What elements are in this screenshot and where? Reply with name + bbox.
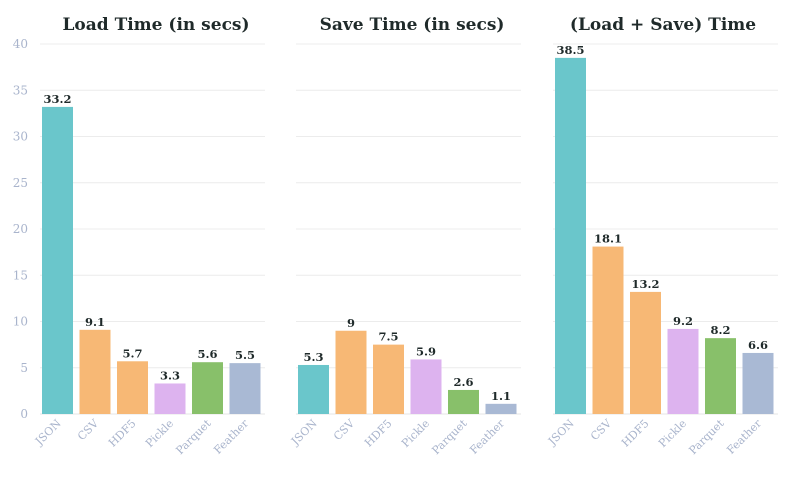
bar-parquet <box>448 389 479 414</box>
category-label-parquet: Parquet <box>686 417 727 458</box>
bar-json <box>298 364 329 414</box>
value-label-json: 33.2 <box>43 92 71 106</box>
category-label-feather: Feather <box>211 416 251 456</box>
bar-feather <box>742 352 774 414</box>
value-label-parquet: 2.6 <box>453 375 473 389</box>
bar-hdf5 <box>630 291 661 414</box>
panel-1: 0 5 10 15 20 25 30 35 40 Load Time (in secs) 33.2 J… <box>13 15 265 457</box>
bar-pickle <box>154 383 186 414</box>
value-label-json: 38.5 <box>556 43 584 57</box>
category-label-pickle: Pickle <box>143 417 176 450</box>
bar-json <box>555 57 586 414</box>
value-label-csv: 9.1 <box>85 315 105 329</box>
value-label-pickle: 3.3 <box>160 368 180 382</box>
category-label-parquet: Parquet <box>173 417 214 458</box>
category-label-json: JSON <box>288 417 320 449</box>
value-label-json: 5.3 <box>303 350 323 364</box>
category-label-pickle: Pickle <box>399 417 432 450</box>
value-label-parquet: 5.6 <box>197 347 217 361</box>
panel-title: (Load + Save) Time <box>570 15 756 35</box>
value-label-feather: 6.6 <box>748 338 768 352</box>
value-label-hdf5: 13.2 <box>631 277 659 291</box>
category-label-feather: Feather <box>467 416 507 456</box>
category-label-hdf5: HDF5 <box>619 417 652 450</box>
category-label-csv: CSV <box>75 416 102 443</box>
y-tick-label-25: 25 <box>13 176 28 190</box>
panel-2: Save Time (in secs) 5.3 JSON 9 CSV 7.5 HDF5 5.9… <box>288 15 521 457</box>
y-tick-label-40: 40 <box>13 37 28 51</box>
value-label-csv: 18.1 <box>594 232 622 246</box>
y-tick-label-5: 5 <box>20 361 28 375</box>
y-tick-label-30: 30 <box>13 130 28 144</box>
category-label-parquet: Parquet <box>429 417 470 458</box>
bar-hdf5 <box>373 344 404 414</box>
bar-csv <box>592 246 624 414</box>
bar-feather <box>485 403 517 414</box>
value-label-pickle: 9.2 <box>673 314 693 328</box>
value-label-csv: 9 <box>347 316 355 330</box>
y-tick-label-0: 0 <box>20 407 28 421</box>
category-label-hdf5: HDF5 <box>106 417 139 450</box>
panel-title: Save Time (in secs) <box>320 15 505 35</box>
category-label-json: JSON <box>32 417 64 449</box>
y-tick-label-15: 15 <box>13 268 28 282</box>
bar-pickle <box>667 328 699 414</box>
bar-pickle <box>410 359 442 414</box>
category-label-pickle: Pickle <box>656 417 689 450</box>
value-label-hdf5: 5.7 <box>122 346 142 360</box>
bar-hdf5 <box>117 361 148 414</box>
bar-json <box>42 106 73 415</box>
bar-parquet <box>705 338 736 414</box>
category-label-json: JSON <box>545 417 577 449</box>
bar-csv <box>335 330 367 414</box>
value-label-hdf5: 7.5 <box>378 330 398 344</box>
bar-csv <box>79 329 111 414</box>
value-label-feather: 1.1 <box>491 389 511 403</box>
panel-title: Load Time (in secs) <box>62 15 249 35</box>
panel-3: (Load + Save) Time 38.5 JSON 18.1 CSV 13.2 HDF… <box>545 15 778 457</box>
category-label-csv: CSV <box>331 416 358 443</box>
value-label-feather: 5.5 <box>235 348 255 362</box>
bar-parquet <box>192 362 223 414</box>
value-label-parquet: 8.2 <box>710 323 730 337</box>
category-label-csv: CSV <box>588 416 615 443</box>
value-label-pickle: 5.9 <box>416 344 436 358</box>
category-label-feather: Feather <box>724 416 764 456</box>
y-tick-label-35: 35 <box>13 83 28 97</box>
bar-feather <box>229 363 261 414</box>
y-tick-label-10: 10 <box>13 315 28 329</box>
y-tick-label-20: 20 <box>13 222 28 236</box>
category-label-hdf5: HDF5 <box>362 417 395 450</box>
